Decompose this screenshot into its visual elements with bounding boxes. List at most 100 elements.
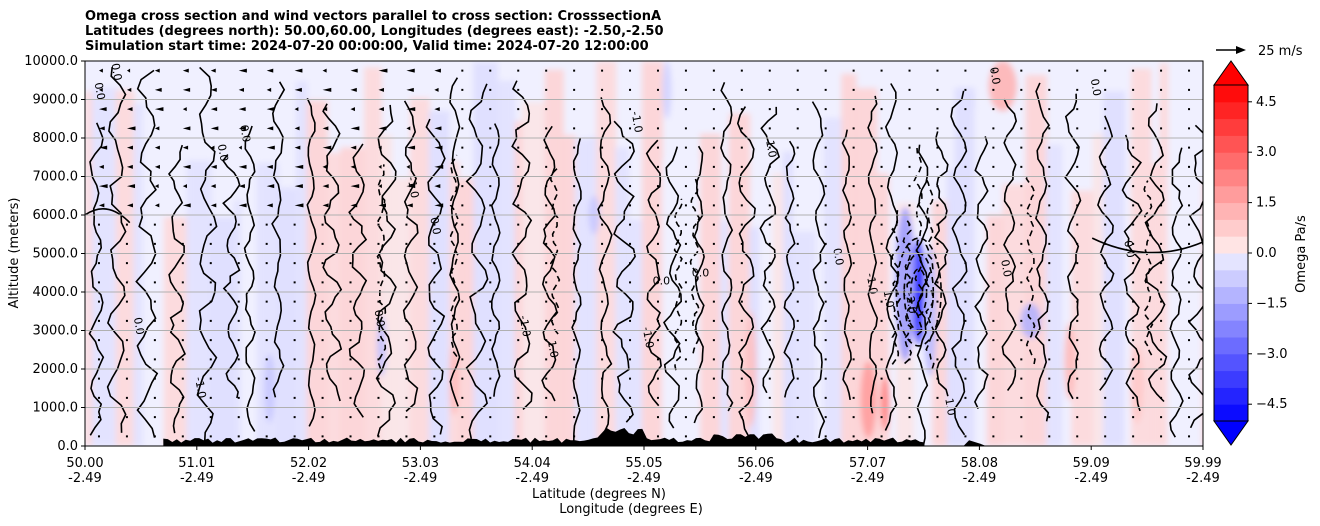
wind-vector: [992, 262, 995, 265]
wind-vector: [461, 435, 464, 438]
omega-streak: [1167, 168, 1188, 446]
colorbar-extend-max: [1213, 60, 1249, 86]
wind-vector: [712, 377, 715, 380]
colorbar-segment: [1214, 387, 1248, 405]
wind-vector: [97, 262, 100, 265]
wind-vector: [908, 223, 911, 226]
wind-vector: [852, 69, 855, 72]
wind-vector: [768, 281, 771, 284]
wind-vector: [852, 281, 855, 284]
zero-contour-line: [571, 138, 582, 441]
wind-vector: [573, 69, 576, 72]
wind-vector: [266, 87, 272, 92]
x-tick-label-longitude: -2.49: [68, 471, 102, 486]
colorbar-segment: [1214, 118, 1248, 136]
x-tick-label-latitude: 59.09: [1073, 456, 1110, 471]
omega-streak: [1159, 63, 1169, 446]
wind-vector: [1160, 242, 1163, 245]
wind-vector: [293, 300, 296, 303]
wind-vector: [852, 108, 855, 111]
wind-vector: [1188, 185, 1191, 188]
wind-vector: [266, 145, 275, 150]
wind-vector: [1188, 127, 1191, 130]
wind-vector: [1048, 358, 1051, 361]
wind-vector: [936, 185, 939, 188]
wind-vector: [601, 88, 604, 91]
quiver-key-arrow-head: [1236, 46, 1246, 54]
wind-vector: [181, 339, 184, 342]
wind-vector: [1104, 319, 1107, 322]
wind-vector: [656, 127, 659, 130]
wind-vector: [656, 185, 659, 188]
wind-vector: [852, 396, 855, 399]
wind-vector: [796, 262, 799, 265]
wind-vector: [880, 377, 883, 380]
wind-vector: [768, 146, 771, 149]
zero-contour-line: [1064, 93, 1082, 400]
colorbar-tick-label: 4.5: [1256, 95, 1277, 110]
zero-contour-line: [1034, 82, 1050, 422]
wind-vector: [1132, 319, 1135, 322]
wind-vector: [489, 88, 492, 91]
x-axis-label-longitude: Longitude (degrees E): [559, 502, 703, 517]
wind-vector: [210, 107, 218, 112]
wind-vector: [349, 223, 352, 226]
wind-vector: [489, 319, 492, 322]
zero-contour-line: [375, 104, 397, 437]
contour-label: 0.0: [109, 62, 125, 81]
wind-vector: [237, 416, 240, 419]
wind-vector: [824, 377, 827, 380]
wind-vector: [349, 300, 352, 303]
wind-vector: [1076, 223, 1079, 226]
wind-vector: [1048, 204, 1051, 207]
wind-vector: [1160, 396, 1163, 399]
wind-vector: [545, 377, 548, 380]
wind-vector: [321, 358, 324, 361]
omega-anomaly: [449, 345, 459, 416]
wind-vector: [1076, 281, 1079, 284]
wind-vector: [265, 435, 268, 438]
wind-vector: [824, 69, 827, 72]
contour-label: 1.0: [942, 397, 958, 416]
wind-vector: [601, 108, 604, 111]
wind-vector: [796, 108, 799, 111]
wind-vector: [238, 68, 247, 73]
wind-vector: [573, 377, 576, 380]
zero-contour-line: [597, 97, 613, 442]
wind-vector: [629, 108, 632, 111]
wind-vector: [210, 164, 217, 169]
wind-vector: [1048, 319, 1051, 322]
wind-vector: [1132, 127, 1135, 130]
contour-label: -1.0: [629, 110, 646, 133]
wind-vector: [1048, 281, 1051, 284]
wind-vector: [880, 69, 883, 72]
wind-vector: [964, 185, 967, 188]
wind-vector: [936, 242, 939, 245]
wind-vector: [1132, 146, 1135, 149]
wind-vector: [796, 204, 799, 207]
wind-vector: [434, 87, 439, 92]
wind-vector: [629, 339, 632, 342]
omega-streak: [719, 220, 730, 446]
wind-vector: [601, 339, 604, 342]
wind-vector: [1104, 69, 1107, 72]
wind-vector: [1020, 69, 1023, 72]
colorbar-segment: [1214, 85, 1248, 103]
colorbar-segment: [1214, 286, 1248, 304]
wind-vector: [350, 87, 357, 92]
omega-streak: [340, 147, 366, 446]
wind-vector: [434, 164, 444, 169]
wind-vector: [1076, 435, 1079, 438]
wind-vector: [294, 126, 300, 131]
wind-vector: [153, 396, 156, 399]
omega-streak: [409, 97, 430, 446]
wind-vector: [768, 204, 771, 207]
wind-vector: [1104, 146, 1107, 149]
wind-vector: [378, 68, 388, 73]
wind-vector: [824, 416, 827, 419]
wind-vector: [321, 396, 324, 399]
omega-streak: [1201, 181, 1203, 446]
wind-vector: [97, 319, 100, 322]
